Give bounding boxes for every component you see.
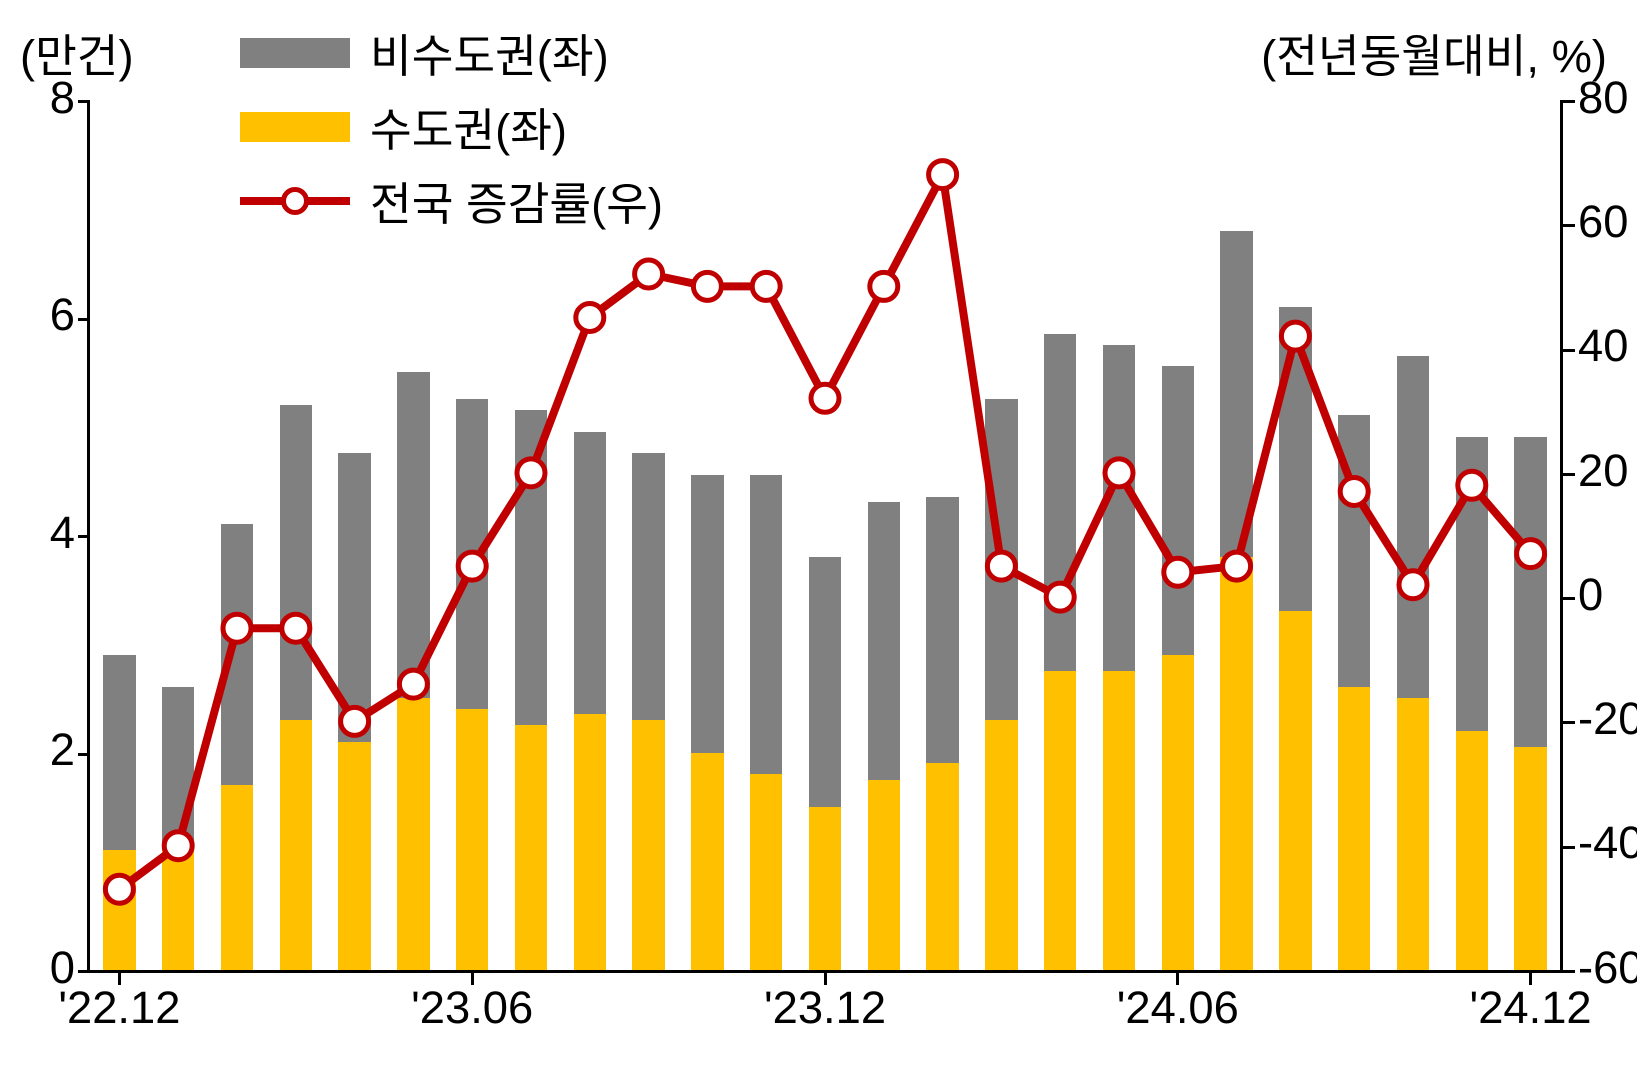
x-tick-label: '23.12 bbox=[764, 982, 886, 1034]
plot-area bbox=[90, 100, 1560, 970]
right-tick-label: 20 bbox=[1578, 445, 1628, 497]
left-tick-label: 8 bbox=[50, 72, 75, 124]
rate-marker bbox=[1105, 459, 1133, 487]
rate-marker bbox=[987, 552, 1015, 580]
left-tick-mark bbox=[78, 318, 90, 321]
x-tick-mark bbox=[471, 973, 474, 985]
left-tick-label: 4 bbox=[50, 507, 75, 559]
rate-marker bbox=[752, 272, 780, 300]
legend-item: 비수도권(좌) bbox=[240, 20, 663, 86]
right-tick-label: -40 bbox=[1578, 817, 1637, 869]
rate-marker bbox=[1458, 471, 1486, 499]
rate-marker bbox=[164, 832, 192, 860]
rate-line bbox=[119, 175, 1530, 890]
x-tick-label: '23.06 bbox=[411, 982, 533, 1034]
right-tick-mark bbox=[1563, 224, 1575, 227]
x-tick-label: '24.12 bbox=[1470, 982, 1592, 1034]
x-tick-label: '22.12 bbox=[58, 982, 180, 1034]
left-axis-title: (만건) bbox=[20, 20, 134, 86]
right-tick-mark bbox=[1563, 349, 1575, 352]
rate-marker bbox=[1399, 571, 1427, 599]
right-tick-mark bbox=[1563, 970, 1575, 973]
left-tick-mark bbox=[78, 753, 90, 756]
left-tick-mark bbox=[78, 100, 90, 103]
rate-marker bbox=[517, 459, 545, 487]
x-tick-mark bbox=[1529, 973, 1532, 985]
rate-marker bbox=[576, 304, 604, 332]
legend-label: 비수도권(좌) bbox=[370, 20, 609, 86]
right-axis-title: (전년동월대비, %) bbox=[1261, 20, 1607, 86]
right-tick-label: 40 bbox=[1578, 320, 1628, 372]
left-tick-label: 6 bbox=[50, 289, 75, 341]
rate-marker bbox=[282, 614, 310, 642]
x-tick-mark bbox=[1176, 973, 1179, 985]
right-tick-label: 0 bbox=[1578, 569, 1603, 621]
legend-swatch bbox=[240, 38, 350, 68]
rate-marker bbox=[1164, 558, 1192, 586]
right-tick-mark bbox=[1563, 473, 1575, 476]
left-tick-mark bbox=[78, 535, 90, 538]
y-right-axis-line bbox=[1560, 100, 1563, 973]
rate-marker bbox=[693, 272, 721, 300]
rate-marker bbox=[635, 260, 663, 288]
rate-marker bbox=[341, 707, 369, 735]
right-tick-mark bbox=[1563, 597, 1575, 600]
rate-marker bbox=[870, 272, 898, 300]
x-tick-mark bbox=[824, 973, 827, 985]
chart-root: (만건) (전년동월대비, %) 비수도권(좌)수도권(좌)전국 증감률(우) … bbox=[0, 0, 1637, 1066]
rate-marker bbox=[223, 614, 251, 642]
right-tick-mark bbox=[1563, 846, 1575, 849]
rate-marker bbox=[929, 161, 957, 189]
x-tick-mark bbox=[118, 973, 121, 985]
right-tick-mark bbox=[1563, 100, 1575, 103]
rate-marker bbox=[105, 875, 133, 903]
rate-marker bbox=[811, 384, 839, 412]
rate-marker bbox=[1046, 583, 1074, 611]
x-tick-label: '24.06 bbox=[1117, 982, 1239, 1034]
right-tick-label: 60 bbox=[1578, 196, 1628, 248]
rate-marker bbox=[1281, 322, 1309, 350]
rate-marker bbox=[399, 670, 427, 698]
rate-marker bbox=[458, 552, 486, 580]
right-tick-mark bbox=[1563, 721, 1575, 724]
right-tick-label: 80 bbox=[1578, 72, 1628, 124]
line-layer bbox=[90, 100, 1560, 970]
rate-marker bbox=[1517, 540, 1545, 568]
rate-marker bbox=[1340, 478, 1368, 506]
left-tick-mark bbox=[78, 970, 90, 973]
rate-marker bbox=[1223, 552, 1251, 580]
right-tick-label: -20 bbox=[1578, 693, 1637, 745]
left-tick-label: 2 bbox=[50, 724, 75, 776]
